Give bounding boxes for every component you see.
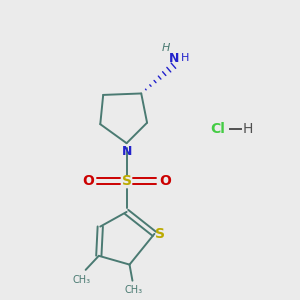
- Text: H: H: [181, 53, 189, 63]
- Text: S: S: [155, 227, 165, 241]
- Text: N: N: [169, 52, 179, 65]
- Text: N: N: [122, 145, 132, 158]
- Text: O: O: [159, 174, 171, 188]
- Text: CH₃: CH₃: [72, 275, 90, 285]
- Text: S: S: [122, 174, 132, 188]
- Text: H: H: [162, 43, 170, 53]
- Text: Cl: Cl: [210, 122, 225, 136]
- Text: CH₃: CH₃: [125, 285, 143, 295]
- Text: O: O: [82, 174, 94, 188]
- Text: H: H: [243, 122, 253, 136]
